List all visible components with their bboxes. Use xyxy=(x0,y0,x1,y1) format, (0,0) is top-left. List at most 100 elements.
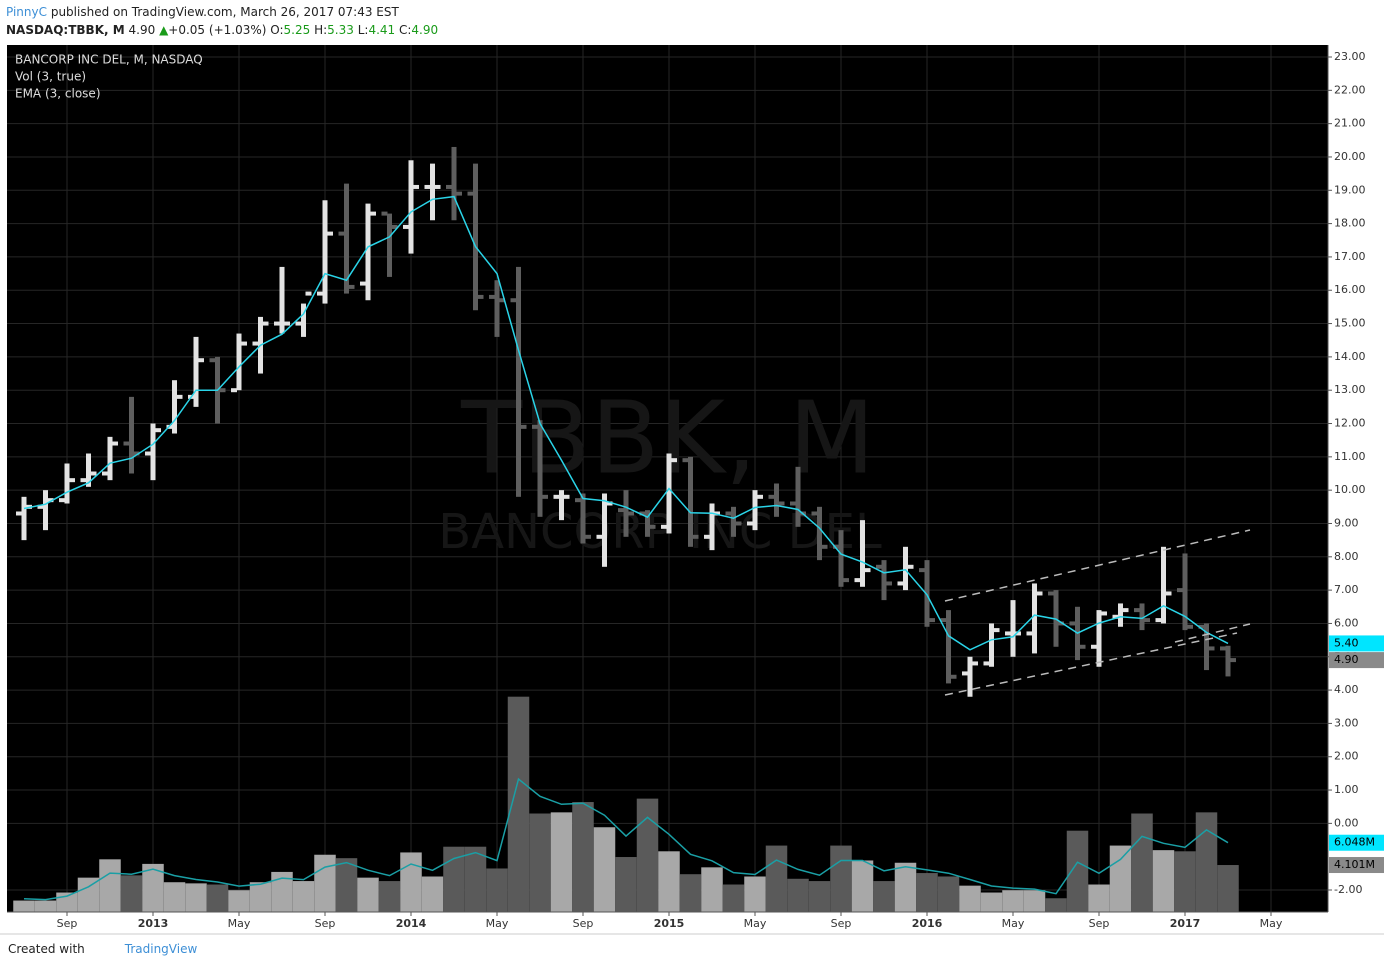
bar-close xyxy=(155,428,161,433)
bar-close xyxy=(864,568,871,573)
bar-range xyxy=(709,503,715,551)
bar-range xyxy=(1204,623,1209,671)
volume-bar xyxy=(1002,890,1024,912)
volume-bar xyxy=(701,867,723,912)
volume-bar xyxy=(335,858,358,912)
y-tick-label: 1.00 xyxy=(1334,783,1359,796)
bar-range xyxy=(989,623,994,667)
volume-bar xyxy=(851,860,874,912)
volume-bar xyxy=(142,863,164,912)
bar-range xyxy=(774,483,779,517)
bar-open xyxy=(489,294,495,299)
trend-line xyxy=(944,529,1251,602)
x-tick-label: 2014 xyxy=(396,917,427,930)
bar-range xyxy=(623,490,629,537)
bar-close xyxy=(585,534,591,539)
volume-bar xyxy=(679,874,702,912)
bar-open xyxy=(1112,614,1119,619)
volume-bar xyxy=(206,884,229,912)
bar-range xyxy=(1161,546,1166,624)
volume-bar xyxy=(34,900,57,912)
volume-bar xyxy=(1023,890,1046,912)
bar-range xyxy=(21,496,27,541)
bar-open xyxy=(424,184,431,189)
header: PinnyC published on TradingView.com, Mar… xyxy=(6,3,438,39)
volume-bar xyxy=(163,882,186,912)
quote-line: NASDAQ:TBBK, M 4.90 ▲+0.05 (+1.03%) O:5.… xyxy=(6,21,438,39)
volume-bar xyxy=(249,882,272,912)
price-label-box xyxy=(1329,652,1384,669)
bar-open xyxy=(575,498,581,503)
bar-open xyxy=(360,281,366,286)
bar-open xyxy=(1091,644,1097,649)
bar-range xyxy=(537,420,543,517)
bar-open xyxy=(59,498,65,503)
volume-bar xyxy=(980,892,1003,912)
bar-range xyxy=(1032,583,1037,654)
bar-open xyxy=(446,184,452,189)
bar-close xyxy=(1122,608,1129,613)
bar-range xyxy=(1139,603,1145,631)
brand[interactable]: TradingView xyxy=(124,942,198,956)
volume-bar xyxy=(830,845,852,912)
bar-range xyxy=(279,266,285,334)
volume-bar xyxy=(228,890,250,912)
bar-range xyxy=(86,453,91,487)
x-tick-label: Sep xyxy=(1089,917,1110,930)
bar-close xyxy=(1208,646,1215,651)
bar-open xyxy=(467,191,474,196)
x-tick-label: 2013 xyxy=(138,917,169,930)
bar-range xyxy=(344,183,349,294)
volume-bar xyxy=(507,696,530,912)
bar-range xyxy=(795,466,801,527)
bar-close xyxy=(133,451,140,456)
plot xyxy=(13,146,1239,912)
bar-open xyxy=(338,231,345,236)
price-label: 5.40 xyxy=(1334,636,1359,649)
price-label-box xyxy=(1329,857,1384,874)
y-tick-label: 12.00 xyxy=(1334,417,1366,430)
ohlc-value: 5.33 xyxy=(327,23,354,37)
bar-close xyxy=(542,494,548,499)
volume-bar xyxy=(271,871,293,912)
bar-open xyxy=(209,358,216,363)
bar-range xyxy=(1096,610,1102,667)
volume-bar xyxy=(1088,884,1110,912)
bar-range xyxy=(903,546,908,591)
bar-range xyxy=(236,333,242,391)
bar-range xyxy=(387,213,392,277)
volume-bar xyxy=(1174,851,1196,912)
bar-open xyxy=(596,534,603,539)
volume-bar xyxy=(1152,850,1175,912)
bar-open xyxy=(317,291,323,296)
legend-entry: EMA (3, close) xyxy=(15,87,101,101)
bar-close xyxy=(520,424,527,429)
y-tick-label: 16.00 xyxy=(1334,283,1366,296)
y-tick-label: 4.00 xyxy=(1334,683,1359,696)
volume-bar xyxy=(959,885,981,912)
bar-close xyxy=(714,511,720,516)
bar-open xyxy=(1134,608,1140,613)
author[interactable]: PinnyC xyxy=(6,5,47,19)
bar-open xyxy=(532,424,538,429)
y-tick-label: 14.00 xyxy=(1334,350,1366,363)
bar-open xyxy=(1069,621,1076,626)
bar-range xyxy=(107,436,113,481)
bar-range xyxy=(559,490,564,521)
bar-range xyxy=(430,163,435,221)
bar-close xyxy=(778,501,785,506)
watermark: BANCORP INC DEL xyxy=(438,504,882,560)
bar-close xyxy=(1058,621,1064,626)
volume-bar xyxy=(77,877,100,912)
bar-close xyxy=(305,291,312,296)
bar-open xyxy=(16,511,22,516)
bar-close xyxy=(176,394,183,399)
volume-bar xyxy=(1045,898,1067,912)
ohlc: O:5.25 H:5.33 L:4.41 C:4.90 xyxy=(270,23,438,37)
bar-range xyxy=(1225,645,1231,677)
x-tick-label: Sep xyxy=(573,917,594,930)
volume-bar xyxy=(615,857,637,912)
bar-close xyxy=(413,184,419,189)
volume-bar xyxy=(99,859,121,912)
